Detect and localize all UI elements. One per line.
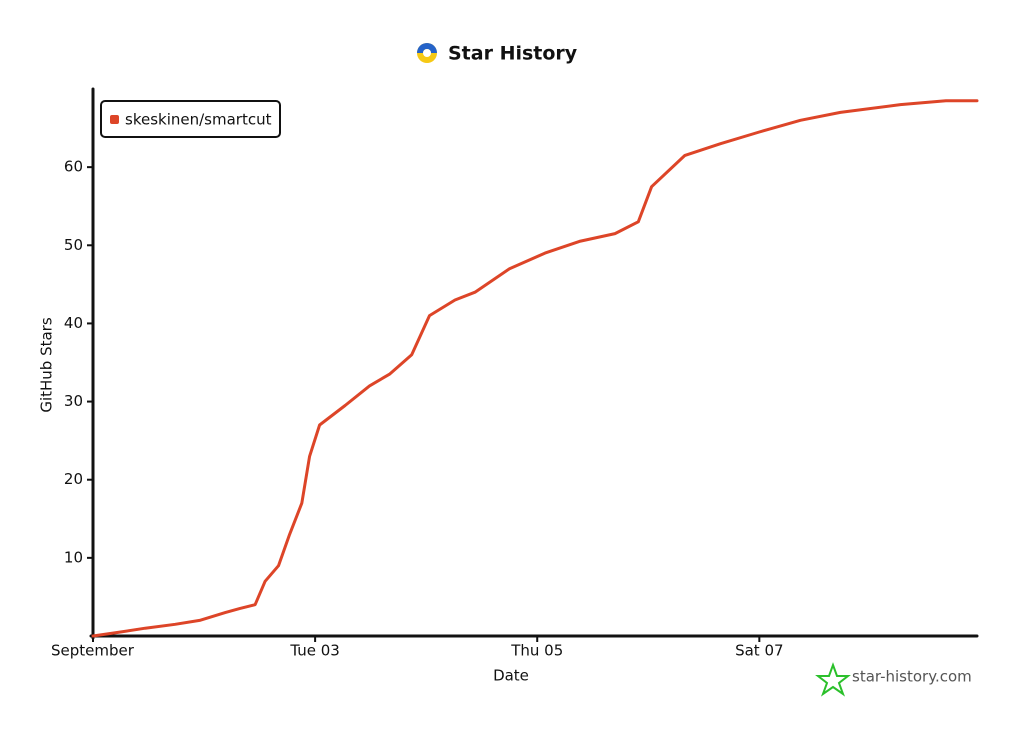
series-line (91, 99, 979, 638)
y-tick-label: 10 (64, 548, 83, 566)
x-tick-label: Tue 03 (289, 642, 339, 660)
watermark-icon (815, 662, 851, 697)
y-tick-label: 50 (64, 236, 83, 254)
legend-label: skeskinen/smartcut (125, 111, 272, 129)
watermark: star-history.com (852, 668, 972, 686)
x-axis-label: Date (493, 667, 529, 685)
x-tick-label: September (51, 642, 135, 660)
x-tick-label: Sat 07 (735, 642, 783, 660)
legend-box (100, 100, 281, 138)
chart-title: Star History (448, 43, 578, 65)
y-tick-label: 60 (64, 158, 83, 176)
y-axis-label: GitHub Stars (38, 317, 56, 413)
y-tick-label: 40 (64, 314, 83, 332)
y-tick-label: 30 (64, 392, 83, 410)
x-tick-label: Thu 05 (510, 642, 563, 660)
legend-swatch (110, 115, 119, 124)
y-tick-label: 20 (64, 470, 83, 488)
legend: skeskinen/smartcut (100, 100, 281, 138)
logo (417, 43, 437, 63)
